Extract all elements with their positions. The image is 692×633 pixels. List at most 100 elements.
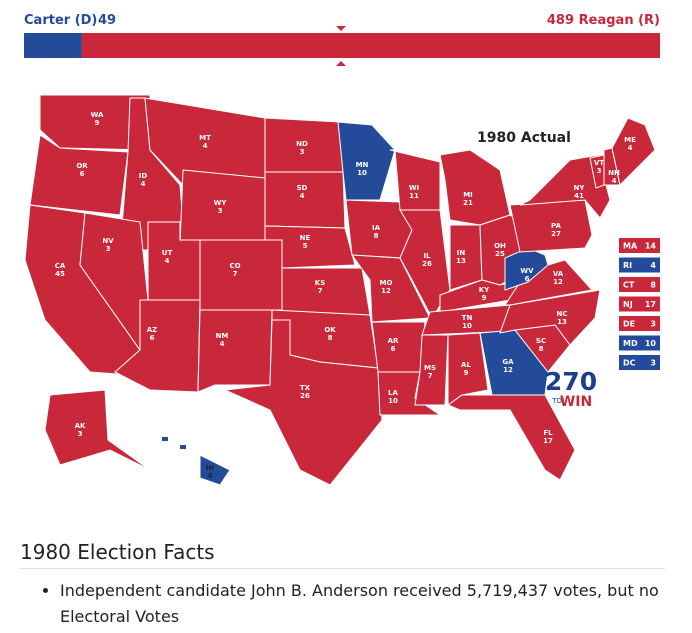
small-state-votes: 3 <box>650 320 656 329</box>
candidate-name: Reagan (R) <box>579 13 660 28</box>
state-votes: 10 <box>388 397 398 405</box>
state-votes: 10 <box>357 169 367 177</box>
state-votes: 12 <box>553 278 563 286</box>
state-shape <box>499 289 601 346</box>
small-state-abbr: MA <box>623 242 638 251</box>
state-abbr: ME <box>624 136 636 144</box>
state-abbr: KY <box>479 286 490 294</box>
divider <box>20 568 665 569</box>
state-abbr: GA <box>502 358 514 366</box>
state-abbr: NM <box>216 332 229 340</box>
state-abbr: FL <box>543 429 553 437</box>
small-state-votes: 17 <box>645 300 656 309</box>
state-abbr: WY <box>214 199 228 207</box>
state-votes: 7 <box>233 270 238 278</box>
state-votes: 4 <box>203 142 208 150</box>
state-votes: 13 <box>557 318 567 326</box>
state-abbr: VA <box>553 270 564 278</box>
state-abbr: AZ <box>147 326 158 334</box>
state-votes: 7 <box>318 287 323 295</box>
state-votes: 7 <box>428 372 433 380</box>
state-votes: 11 <box>409 192 419 200</box>
state-abbr: WA <box>91 111 104 119</box>
state-shape <box>449 224 483 291</box>
state-shape <box>377 371 442 416</box>
state-shape <box>281 267 371 316</box>
state-shape <box>179 169 266 246</box>
state-shape <box>337 121 396 201</box>
small-state-abbr: DE <box>623 320 635 329</box>
state-abbr: VT <box>594 159 604 167</box>
facts-list: Independent candidate John B. Anderson r… <box>40 578 670 630</box>
state-abbr: PA <box>551 222 561 230</box>
candidate-votes: 49 <box>98 13 116 28</box>
state-shape <box>350 254 431 323</box>
state-votes: 21 <box>463 199 473 207</box>
state-votes: 9 <box>95 119 100 127</box>
state-shape <box>29 134 129 216</box>
state-votes: 6 <box>150 334 155 342</box>
state-abbr: KS <box>315 279 325 287</box>
state-votes: 3 <box>597 167 602 175</box>
state-abbr: IL <box>423 252 431 260</box>
state-abbr: MT <box>199 134 211 142</box>
state-votes: 8 <box>328 334 333 342</box>
small-state-abbr: CT <box>623 281 635 290</box>
state-abbr: NY <box>574 184 586 192</box>
state-votes: 26 <box>300 392 310 400</box>
small-state-abbr: MD <box>623 339 638 348</box>
vote-bar <box>81 33 660 58</box>
state-votes: 3 <box>78 430 83 438</box>
small-state-box <box>619 355 660 370</box>
fact-item: Independent candidate John B. Anderson r… <box>60 578 670 630</box>
state-abbr: IN <box>457 249 466 257</box>
state-abbr: LA <box>388 389 398 397</box>
small-state-box <box>619 296 660 312</box>
state-votes: 3 <box>218 207 223 215</box>
midpoint-marker <box>336 26 346 31</box>
state-abbr: MS <box>424 364 436 372</box>
state-shape <box>389 149 441 211</box>
state-abbr: OH <box>494 242 506 250</box>
state-votes: 4 <box>220 340 225 348</box>
state-abbr: ID <box>139 172 148 180</box>
state-abbr: WI <box>409 184 419 192</box>
small-state-box <box>619 257 660 273</box>
state-abbr: NH <box>608 169 620 177</box>
state-shape <box>399 209 451 319</box>
state-abbr: MN <box>356 161 369 169</box>
state-shape <box>39 94 151 151</box>
state-abbr: TX <box>300 384 311 392</box>
state-abbr: WV <box>520 267 534 275</box>
logo-word: WIN <box>560 394 592 410</box>
state-abbr: IA <box>372 224 381 232</box>
state-shape <box>197 309 273 393</box>
midpoint-marker <box>336 61 346 66</box>
island <box>162 437 168 441</box>
state-votes: 5 <box>303 242 308 250</box>
candidate-votes: 489 <box>547 13 574 28</box>
state-abbr: HI <box>206 464 214 472</box>
state-shape <box>199 239 283 311</box>
state-votes: 6 <box>391 345 396 353</box>
state-votes: 8 <box>374 232 379 240</box>
state-votes: 27 <box>551 230 561 238</box>
state-votes: 25 <box>495 250 505 258</box>
state-abbr: MI <box>463 191 473 199</box>
small-state-box <box>619 277 660 292</box>
state-shape <box>371 321 426 373</box>
state-votes: 26 <box>422 260 432 268</box>
state-shape <box>264 171 346 229</box>
logo-to: TO <box>551 397 562 405</box>
state-votes: 9 <box>482 294 487 302</box>
state-abbr: SC <box>536 337 546 345</box>
state-votes: 45 <box>55 270 65 278</box>
state-votes: 17 <box>543 437 553 445</box>
map-title: 1980 Actual <box>477 130 571 146</box>
state-abbr: OR <box>76 162 88 170</box>
state-shape <box>611 117 656 187</box>
state-votes: 3 <box>106 245 111 253</box>
state-abbr: NE <box>300 234 311 242</box>
state-abbr: MO <box>380 279 393 287</box>
